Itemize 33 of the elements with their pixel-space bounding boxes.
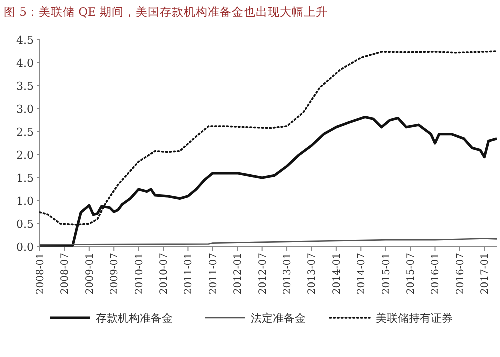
y-tick-label: 1.5 (16, 172, 34, 185)
y-tick-label: 1.0 (16, 195, 34, 208)
y-tick-label: 3.0 (16, 103, 34, 116)
x-tick-label: 2015-01 (381, 253, 392, 295)
x-tick-label: 2008-01 (36, 253, 46, 295)
x-tick-label: 2012-07 (258, 253, 269, 295)
x-tick-label: 2013-07 (307, 253, 318, 295)
y-tick-label: 2.5 (16, 126, 34, 139)
y-tick-label: 2.0 (16, 149, 34, 162)
x-tick-label: 2009-01 (84, 253, 96, 295)
legend-label: 美联储持有证券 (376, 312, 453, 325)
x-tick-label: 2011-01 (184, 253, 195, 295)
y-tick-label: 4.0 (16, 57, 34, 70)
x-tick-label: 2011-07 (208, 253, 220, 295)
x-tick-label: 2015-07 (406, 253, 418, 295)
x-tick-label: 2014-07 (356, 253, 368, 295)
chart-title: 图 5：美联储 QE 期间，美国存款机构准备金也出现大幅上升 (4, 5, 328, 19)
x-tick-label: 2013-01 (282, 253, 294, 295)
y-tick-label: 0.5 (16, 218, 34, 231)
x-tick-label: 2010-01 (134, 253, 146, 295)
legend-label: 法定准备金 (251, 312, 306, 325)
x-tick-label: 2016-07 (455, 253, 466, 295)
y-tick-label: 4.5 (16, 34, 34, 47)
x-tick-label: 2016-01 (430, 253, 442, 295)
y-tick-label: 0.0 (16, 241, 34, 254)
x-tick-label: 2017-01 (480, 253, 492, 295)
x-tick-label: 2012-01 (233, 253, 244, 295)
x-tick-label: 2014-01 (332, 253, 343, 295)
legend-label: 存款机构准备金 (96, 312, 173, 325)
x-tick-label: 2009-07 (110, 253, 121, 295)
x-tick-label: 2008-07 (60, 253, 72, 295)
y-tick-label: 3.5 (16, 80, 34, 93)
x-tick-label: 2010-07 (159, 253, 170, 295)
